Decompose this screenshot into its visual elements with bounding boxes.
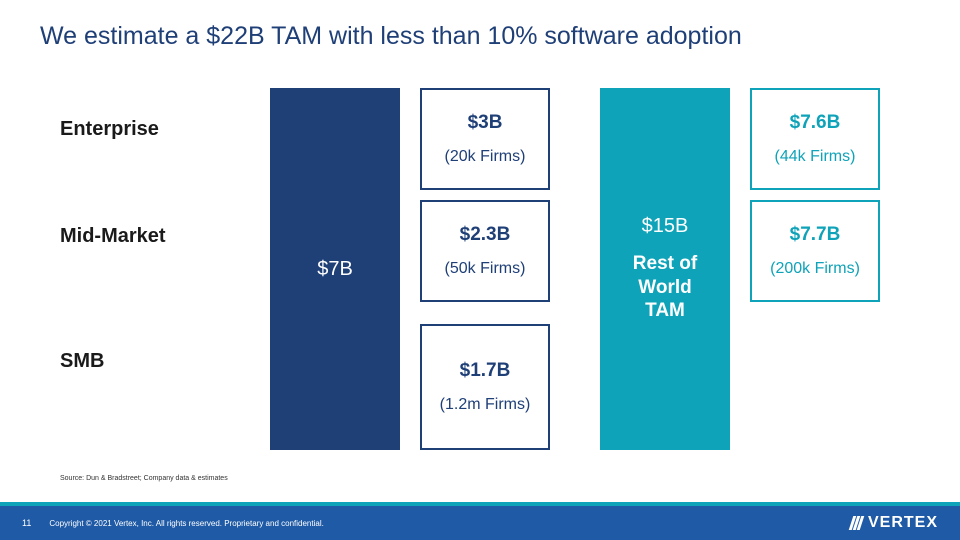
row-label-enterprise: Enterprise	[60, 118, 159, 141]
box-value: $7.7B	[790, 224, 841, 246]
box-firms: (200k Firms)	[770, 260, 860, 278]
box-value: $2.3B	[460, 224, 511, 246]
source-note: Source: Dun & Bradstreet; Company data &…	[60, 475, 228, 482]
row-label-smb: SMB	[60, 350, 104, 373]
box-us-midmarket: $2.3B (50k Firms)	[420, 200, 550, 302]
box-firms: (1.2m Firms)	[440, 396, 531, 414]
box-firms: (44k Firms)	[775, 148, 856, 166]
box-value: $1.7B	[460, 360, 511, 382]
row-tam-value: $15B	[642, 215, 689, 238]
box-firms: (20k Firms)	[445, 148, 526, 166]
box-us-enterprise: $3B (20k Firms)	[420, 88, 550, 190]
box-value: $7.6B	[790, 112, 841, 134]
brand-name: VERTEX	[868, 514, 938, 532]
box-firms: (50k Firms)	[445, 260, 526, 278]
page-number: 11	[22, 518, 31, 528]
brand-logo: VERTEX	[851, 514, 938, 532]
slide: We estimate a $22B TAM with less than 10…	[0, 0, 960, 540]
box-row-b: $7.7B (200k Firms)	[750, 200, 880, 302]
us-tam-column: $7B	[270, 88, 400, 450]
row-label-midmarket: Mid-Market	[60, 225, 166, 248]
box-value: $3B	[468, 112, 503, 134]
footer-left: 11 Copyright © 2021 Vertex, Inc. All rig…	[22, 518, 324, 528]
us-tam-value: $7B	[317, 258, 353, 281]
slide-title: We estimate a $22B TAM with less than 10…	[40, 22, 742, 51]
box-us-smb: $1.7B (1.2m Firms)	[420, 324, 550, 450]
footer-bar: 11 Copyright © 2021 Vertex, Inc. All rig…	[0, 506, 960, 540]
row-tam-subtitle: Rest of World TAM	[633, 252, 697, 323]
copyright-text: Copyright © 2021 Vertex, Inc. All rights…	[49, 519, 323, 528]
brand-logo-icon	[851, 516, 862, 530]
box-row-a: $7.6B (44k Firms)	[750, 88, 880, 190]
row-tam-column: $15B Rest of World TAM	[600, 88, 730, 450]
